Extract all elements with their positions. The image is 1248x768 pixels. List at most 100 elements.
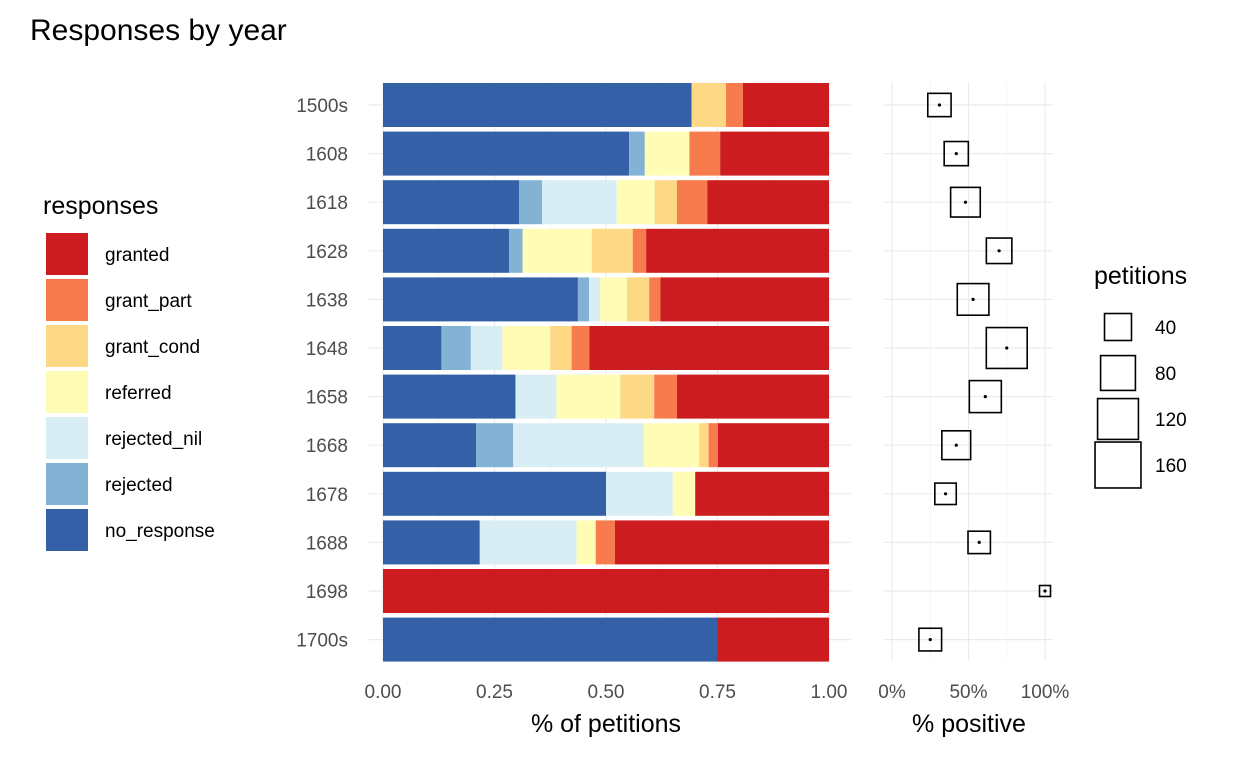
petitions-square-1688 xyxy=(967,530,992,555)
bar-segment-1628-no-response xyxy=(383,228,510,273)
size-legend-square-40 xyxy=(1103,312,1133,342)
positive-point-1628 xyxy=(997,249,1001,253)
positive-point-1638 xyxy=(971,297,975,301)
bar-segment-1700s-granted xyxy=(717,617,829,662)
bar-segment-1608-grant-part xyxy=(689,131,721,176)
y-tick-1618: 1618 xyxy=(306,193,348,214)
legend-label-rejected-nil: rejected_nil xyxy=(105,429,202,450)
size-legend-label-120: 120 xyxy=(1155,410,1187,431)
size-legend-label-160: 160 xyxy=(1155,456,1187,477)
positive-point-1668 xyxy=(954,443,958,447)
positive-x-tick: 0% xyxy=(878,682,906,703)
bar-segment-1668-rejected xyxy=(476,423,514,468)
legend-label-no-response: no_response xyxy=(105,521,215,542)
positive-point-1648 xyxy=(1005,346,1009,350)
legend-swatch-grant-cond xyxy=(46,325,88,367)
bar-segment-1500s-grant-part xyxy=(725,83,743,127)
bar-segment-1608-no-response xyxy=(383,131,630,176)
bar-segment-1688-granted xyxy=(614,520,829,565)
bar-segment-1648-rejected-nil xyxy=(470,326,503,370)
bar-segment-1648-rejected xyxy=(441,326,471,370)
bar-segment-1500s-no-response xyxy=(383,83,692,127)
bar-segment-1608-rejected xyxy=(629,131,645,176)
positive-point-1688 xyxy=(977,540,981,545)
bar-segment-1668-no-response xyxy=(383,423,477,468)
bar-segment-1658-grant-part xyxy=(654,374,677,419)
legend-label-referred: referred xyxy=(105,383,172,404)
positive-point-1698 xyxy=(1043,589,1047,593)
responses-legend-title: responses xyxy=(43,192,158,220)
y-tick-1638: 1638 xyxy=(306,290,348,311)
positive-point-1618 xyxy=(963,200,968,204)
bar-segment-1618-grant-cond xyxy=(654,180,677,225)
legend-swatch-referred xyxy=(46,371,88,413)
y-tick-1648: 1648 xyxy=(306,339,348,360)
bar-marks xyxy=(383,83,829,662)
legend-label-grant-part: grant_part xyxy=(105,291,192,312)
bar-segment-1678-rejected-nil xyxy=(606,471,673,516)
bar-segment-1668-granted xyxy=(717,423,829,468)
bar-segment-1618-rejected xyxy=(519,180,543,225)
bar-segment-1648-no-response xyxy=(383,326,442,370)
positive-point-1500s xyxy=(937,103,942,107)
positive-x-tick-labels: 0% 50% 100% xyxy=(878,682,1069,703)
size-legend-square-160 xyxy=(1094,441,1142,489)
positive-x-axis-title: % positive xyxy=(912,710,1026,738)
bar-segment-1668-referred xyxy=(643,423,700,468)
bar-segment-1618-rejected-nil xyxy=(542,180,617,225)
bar-segment-1628-referred xyxy=(522,228,592,273)
petitions-square-1608 xyxy=(943,140,970,167)
bar-segment-1638-granted xyxy=(660,277,829,322)
bar-x-tick-labels: 0.00 0.25 0.50 0.75 1.00 xyxy=(365,682,848,703)
bar-segment-1628-granted xyxy=(646,228,829,273)
petitions-square-1628 xyxy=(985,237,1013,265)
petitions-square-1648 xyxy=(985,326,1028,370)
bar-segment-1608-referred xyxy=(644,131,690,176)
bar-segment-1638-grant-cond xyxy=(626,277,650,322)
positive-panel: 0% 50% 100% % positive xyxy=(878,82,1069,738)
y-tick-1668: 1668 xyxy=(306,436,348,457)
bar-x-tick: 1.00 xyxy=(811,682,848,703)
bar-segment-1628-grant-cond xyxy=(591,228,633,273)
legend-swatch-granted xyxy=(46,233,88,275)
petitions-square-1658 xyxy=(968,379,1003,414)
bar-segment-1668-grant-part xyxy=(708,423,718,468)
petitions-square-1618 xyxy=(949,186,982,218)
bar-segment-1618-no-response xyxy=(383,180,520,225)
bar-segment-1658-no-response xyxy=(383,374,516,419)
positive-gridlines xyxy=(884,82,1053,660)
petitions-square-1698 xyxy=(1038,584,1052,598)
bar-segment-1648-granted xyxy=(589,326,829,370)
bar-segment-1638-no-response xyxy=(383,277,578,322)
positive-x-tick: 100% xyxy=(1021,682,1070,703)
petitions-square-1638 xyxy=(956,282,990,317)
legend-swatch-no-response xyxy=(46,509,88,551)
petitions-square-1700s xyxy=(918,627,943,652)
bar-segment-1648-grant-cond xyxy=(550,326,572,370)
bar-segment-1700s-no-response xyxy=(383,617,718,662)
legend-label-grant-cond: grant_cond xyxy=(105,337,200,358)
size-legend-label-80: 80 xyxy=(1155,364,1176,385)
bar-x-tick: 0.75 xyxy=(699,682,736,703)
bar-segment-1678-granted xyxy=(695,471,829,516)
bar-segment-1608-granted xyxy=(720,131,829,176)
bar-segment-1628-grant-part xyxy=(632,228,647,273)
y-tick-1688: 1688 xyxy=(306,533,348,554)
y-tick-1608: 1608 xyxy=(306,145,348,166)
petitions-legend: petitions 40 80 120 160 xyxy=(1094,262,1187,489)
y-tick-1658: 1658 xyxy=(306,388,348,409)
bar-x-axis-title: % of petitions xyxy=(531,710,681,738)
bar-segment-1668-grant-cond xyxy=(699,423,709,468)
petitions-square-1500s xyxy=(926,92,952,118)
bar-segment-1688-grant-part xyxy=(595,520,615,565)
positive-point-1608 xyxy=(954,152,958,156)
bar-segment-1678-no-response xyxy=(383,471,606,516)
positive-marks xyxy=(918,92,1052,652)
size-legend-label-40: 40 xyxy=(1155,318,1176,339)
bar-segment-1668-rejected-nil xyxy=(513,423,644,468)
bar-segment-1698-granted xyxy=(383,569,829,613)
petitions-square-1668 xyxy=(941,430,972,461)
bar-segment-1618-grant-part xyxy=(676,180,708,225)
bar-segment-1500s-grant-cond xyxy=(691,83,726,127)
